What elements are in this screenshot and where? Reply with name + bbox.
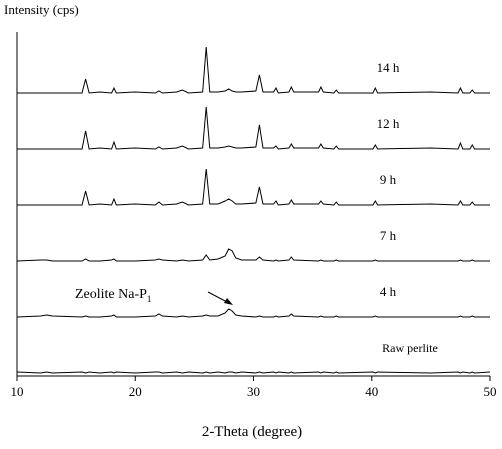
pattern-line [16,248,490,262]
annotation-text: Zeolite Na-P [75,287,147,302]
series-label: 7 h [380,228,397,243]
series-label: Raw perlite [382,341,438,355]
series-label: 9 h [380,172,397,187]
x-axis-label: 2-Theta (degree) [202,424,302,440]
annotation: Zeolite Na-P1 [75,287,151,304]
x-tick-label: 20 [129,384,142,399]
pattern-line [16,308,490,318]
annotation-subscript: 1 [147,294,152,304]
x-tick-label: 50 [484,384,497,399]
pattern-line [17,46,490,94]
x-tick-label: 30 [247,384,260,399]
x-tick-label: 40 [365,384,378,399]
pattern-line [17,168,490,206]
pattern-line [16,371,491,374]
series-label: 12 h [377,116,400,131]
pattern-line [17,106,490,150]
series-label: 4 h [380,284,397,299]
annotation-arrowhead [224,298,233,305]
x-tick-label: 10 [11,384,24,399]
series-label: 14 h [377,60,400,75]
y-axis-label: Intensity (cps) [4,2,79,17]
